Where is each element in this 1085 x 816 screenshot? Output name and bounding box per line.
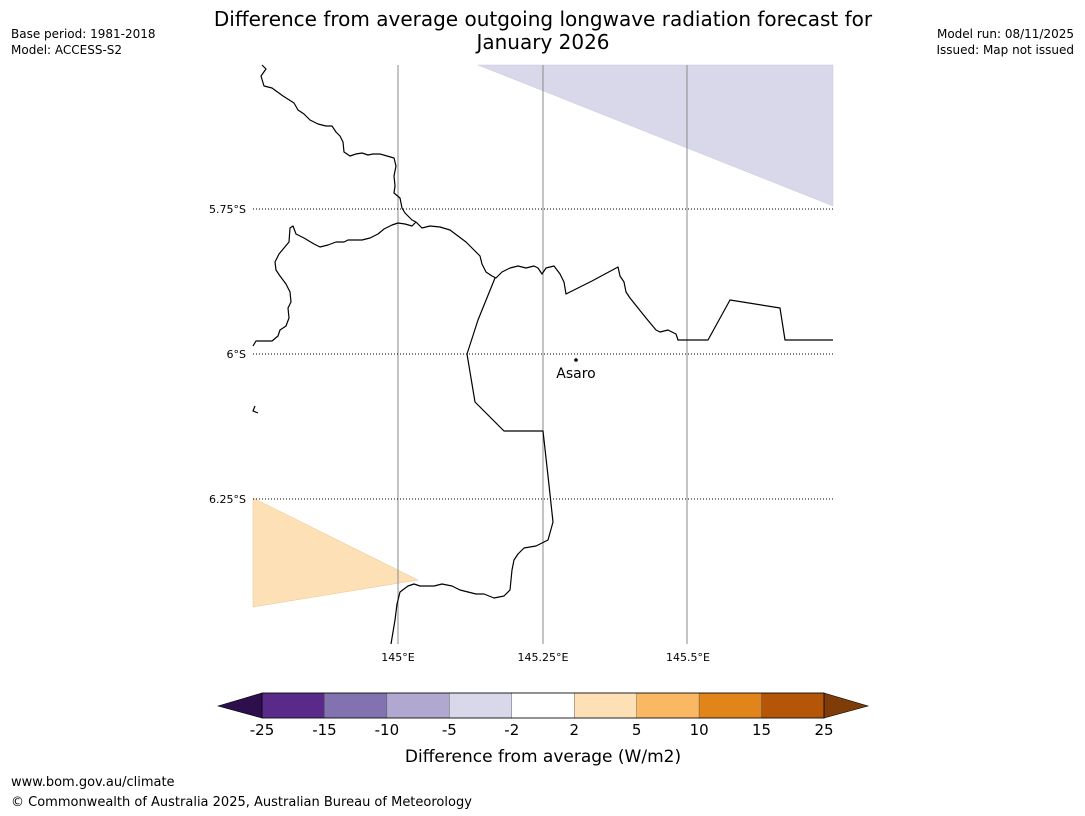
boundary-northwest [260, 64, 417, 223]
colorbar-cell [449, 692, 512, 719]
metadata-right: Model run: 08/11/2025 Issued: Map not is… [936, 26, 1074, 58]
colorbar-label: Difference from average (W/m2) [405, 747, 681, 767]
colorbar-tick-label: -2 [504, 721, 519, 739]
footer-copyright: © Commonwealth of Australia 2025, Austra… [11, 795, 472, 810]
colorbar-cell [761, 692, 825, 719]
lat-label: 5.75°S [209, 203, 246, 216]
place-marker-dot [574, 358, 578, 362]
colorbar-tick-label: 25 [814, 721, 833, 739]
colorbar-cell [386, 692, 450, 719]
colorbar-cell [698, 692, 762, 719]
colorbar-tick-label: -25 [250, 721, 275, 739]
colorbar-extend-high [823, 692, 870, 719]
colorbar-cell [636, 692, 700, 719]
model-run-text: Model run: 08/11/2025 [936, 27, 1074, 41]
colorbar-tick-label: 10 [690, 721, 709, 739]
colorbar-tick-label: 2 [569, 721, 579, 739]
title-line-1: Difference from average outgoing longwav… [213, 7, 873, 31]
place-label: Asaro [556, 366, 595, 382]
negative-anomaly-region [477, 64, 834, 207]
boundary-south-highlands [390, 277, 554, 645]
base-period-text: Base period: 1981-2018 [11, 27, 156, 41]
colorbar-tick-label: 15 [752, 721, 771, 739]
colorbar-tick-label: -10 [375, 721, 400, 739]
colorbar-tick-label: -5 [442, 721, 457, 739]
metadata-left: Base period: 1981-2018 Model: ACCESS-S2 [11, 26, 156, 58]
lon-label: 145°E [381, 651, 414, 664]
boundary-northeast [252, 221, 417, 347]
colorbar-tick-label: -15 [312, 721, 337, 739]
colorbar-cell [511, 692, 575, 719]
lon-label: 145.25°E [518, 651, 569, 664]
map-title: Difference from average outgoing longwav… [180, 8, 906, 54]
colorbar: -25 -15 -10 -5 -2 2 5 10 15 25 Difference from av… [216, 692, 870, 767]
lon-label: 145.5°E [666, 651, 710, 664]
model-text: Model: ACCESS-S2 [11, 43, 123, 57]
boundary-east-highlands [415, 221, 833, 341]
lat-label: 6.25°S [209, 493, 246, 506]
positive-anomaly-region [252, 497, 419, 608]
title-line-2: January 2026 [476, 30, 610, 54]
boundary-west-fragment [252, 405, 259, 414]
lat-label: 6°S [227, 348, 246, 361]
issued-text: Issued: Map not issued [936, 43, 1074, 57]
colorbar-tick-label: 5 [632, 721, 642, 739]
colorbar-cell [324, 692, 388, 719]
colorbar-outline [261, 692, 825, 719]
colorbar-extend-low [216, 692, 263, 719]
colorbar-cell [261, 692, 325, 719]
colorbar-cell [574, 692, 637, 719]
footer-url: www.bom.gov.au/climate [11, 775, 175, 790]
